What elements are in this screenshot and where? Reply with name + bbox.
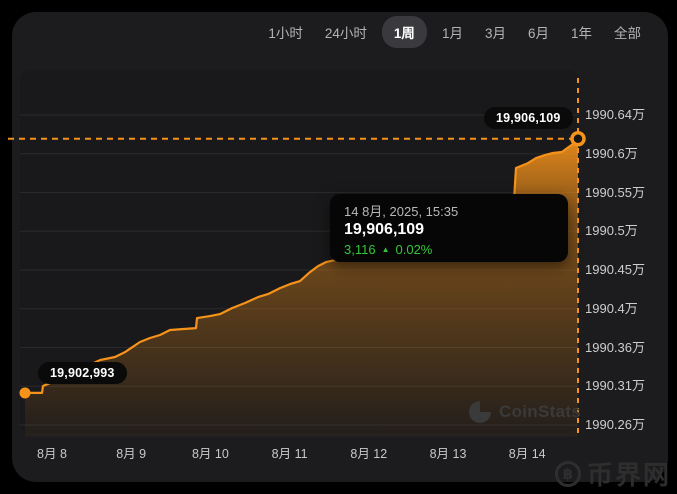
site-badge: ฿ 币界网 bbox=[554, 455, 671, 492]
coinstats-label: CoinStats bbox=[499, 402, 582, 421]
coin-icon: ฿ bbox=[554, 460, 581, 487]
x-axis-label: 8月 12 bbox=[350, 447, 388, 461]
tooltip-value: 19,906,109 bbox=[344, 221, 425, 238]
y-axis-label: 1990.36万 bbox=[585, 339, 645, 355]
area-fill bbox=[25, 138, 578, 437]
y-axis-label: 1990.6万 bbox=[585, 145, 638, 161]
tooltip-change-value: 3,116 bbox=[344, 242, 376, 257]
y-axis-label: 1990.55万 bbox=[585, 184, 645, 200]
tab-1小时[interactable]: 1小时 bbox=[268, 26, 303, 41]
up-arrow-icon: ▲ bbox=[381, 245, 390, 254]
x-axis-label: 8月 10 bbox=[191, 447, 229, 461]
y-axis-label: 1990.26万 bbox=[585, 417, 645, 432]
x-axis-label: 8月 11 bbox=[271, 447, 308, 461]
tab-24小时[interactable]: 24小时 bbox=[324, 26, 367, 41]
x-axis-label: 8月 13 bbox=[429, 447, 467, 461]
tooltip-change-percent: 0.02% bbox=[395, 242, 433, 257]
y-axis-label: 1990.4万 bbox=[585, 300, 638, 316]
current-marker bbox=[570, 130, 586, 147]
x-axis-label: 8月 9 bbox=[116, 447, 147, 461]
timeframe-tabbar: 1小时 24小时 1周 1月 3月 6月 1年 全部 bbox=[261, 16, 648, 48]
x-axis-label: 8月 14 bbox=[508, 447, 546, 461]
tab-6月[interactable]: 6月 bbox=[527, 26, 549, 41]
tab-1月[interactable]: 1月 bbox=[441, 26, 463, 41]
y-axis-label: 1990.5万 bbox=[585, 223, 638, 239]
tooltip-datetime: 14 8月, 2025, 15:35 bbox=[344, 204, 459, 219]
start-dot bbox=[19, 387, 31, 399]
coinstats-pie-icon bbox=[469, 401, 491, 423]
y-axis-label: 1990.64万 bbox=[585, 107, 645, 122]
start-value-pill: 19,902,993 bbox=[38, 362, 127, 384]
y-axis-label: 1990.31万 bbox=[585, 378, 645, 394]
tab-1周[interactable]: 1周 bbox=[381, 16, 427, 48]
tab-3月[interactable]: 3月 bbox=[484, 26, 506, 41]
tab-全部[interactable]: 全部 bbox=[614, 26, 641, 41]
hover-tooltip: 14 8月, 2025, 15:35 19,906,109 3,116 ▲ 0.… bbox=[330, 194, 568, 262]
tooltip-change: 3,116 ▲ 0.02% bbox=[344, 242, 554, 258]
site-badge-text: 币界网 bbox=[586, 460, 671, 490]
price-line bbox=[23, 137, 580, 394]
tab-1年[interactable]: 1年 bbox=[570, 26, 592, 41]
x-axis-label: 8月 8 bbox=[37, 447, 67, 461]
current-value-pill: 19,906,109 bbox=[484, 107, 573, 129]
y-axis-label: 1990.45万 bbox=[585, 262, 645, 277]
coinstats-watermark: CoinStats bbox=[469, 401, 581, 423]
